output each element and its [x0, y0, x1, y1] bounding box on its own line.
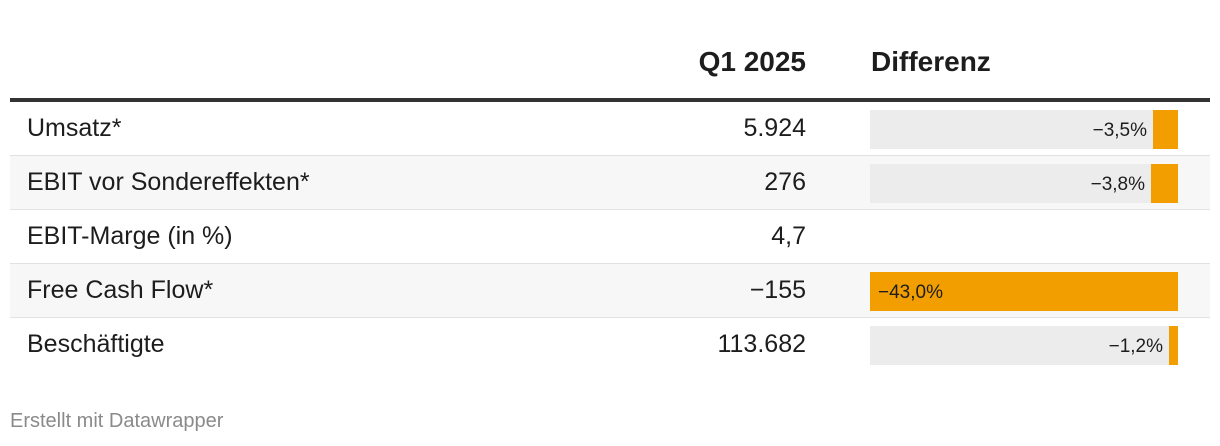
row-value: 113.682	[717, 330, 806, 358]
diff-bar-fill	[1153, 110, 1178, 149]
diff-bar-label: −3,8%	[1090, 174, 1145, 195]
diff-bar-track	[870, 110, 1178, 149]
column-header-differenz: Differenz	[871, 46, 991, 77]
data-table: Q1 2025 Differenz Umsatz* 5.924 −3,5% EB…	[10, 0, 1210, 371]
table-row: Beschäftigte 113.682 −1,2%	[10, 318, 1210, 371]
row-value: −155	[749, 276, 806, 304]
diff-bar: −1,2%	[870, 326, 1178, 365]
diff-bar: −43,0%	[870, 272, 1178, 311]
table-header: Q1 2025 Differenz	[10, 0, 1210, 102]
diff-bar: −3,5%	[870, 110, 1178, 149]
column-header-q1-2025: Q1 2025	[698, 46, 806, 77]
table-row: EBIT-Marge (in %) 4,7	[10, 210, 1210, 264]
diff-bar-fill	[1151, 164, 1178, 203]
row-value: 4,7	[771, 222, 806, 250]
row-label: EBIT-Marge (in %)	[27, 222, 233, 250]
diff-bar-label: −43,0%	[878, 282, 943, 303]
row-value: 5.924	[743, 114, 806, 142]
row-label: Beschäftigte	[27, 330, 165, 358]
table-row: Free Cash Flow* −155 −43,0%	[10, 264, 1210, 318]
attribution-footer: Erstellt mit Datawrapper	[10, 410, 224, 432]
table-row: Umsatz* 5.924 −3,5%	[10, 102, 1210, 156]
row-value: 276	[764, 168, 806, 196]
table-row: EBIT vor Sondereffekten* 276 −3,8%	[10, 156, 1210, 210]
diff-bar-track	[870, 164, 1178, 203]
row-label: EBIT vor Sondereffekten*	[27, 168, 310, 196]
row-label: Umsatz*	[27, 114, 122, 142]
diff-bar-fill	[870, 272, 1178, 311]
diff-bar-label: −1,2%	[1108, 336, 1163, 357]
diff-bar-label: −3,5%	[1092, 120, 1147, 141]
diff-bar-fill	[1169, 326, 1178, 365]
row-label: Free Cash Flow*	[27, 276, 214, 304]
diff-bar: −3,8%	[870, 164, 1178, 203]
diff-bar-track	[870, 326, 1178, 365]
